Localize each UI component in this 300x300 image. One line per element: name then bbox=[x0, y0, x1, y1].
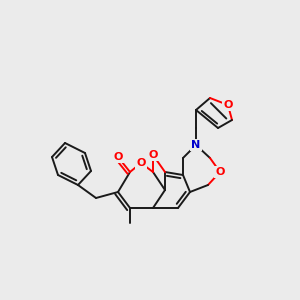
Text: O: O bbox=[215, 167, 225, 177]
Text: O: O bbox=[113, 152, 123, 162]
Text: O: O bbox=[148, 150, 158, 160]
Text: O: O bbox=[223, 100, 233, 110]
Text: O: O bbox=[136, 158, 146, 168]
Text: N: N bbox=[191, 140, 201, 150]
